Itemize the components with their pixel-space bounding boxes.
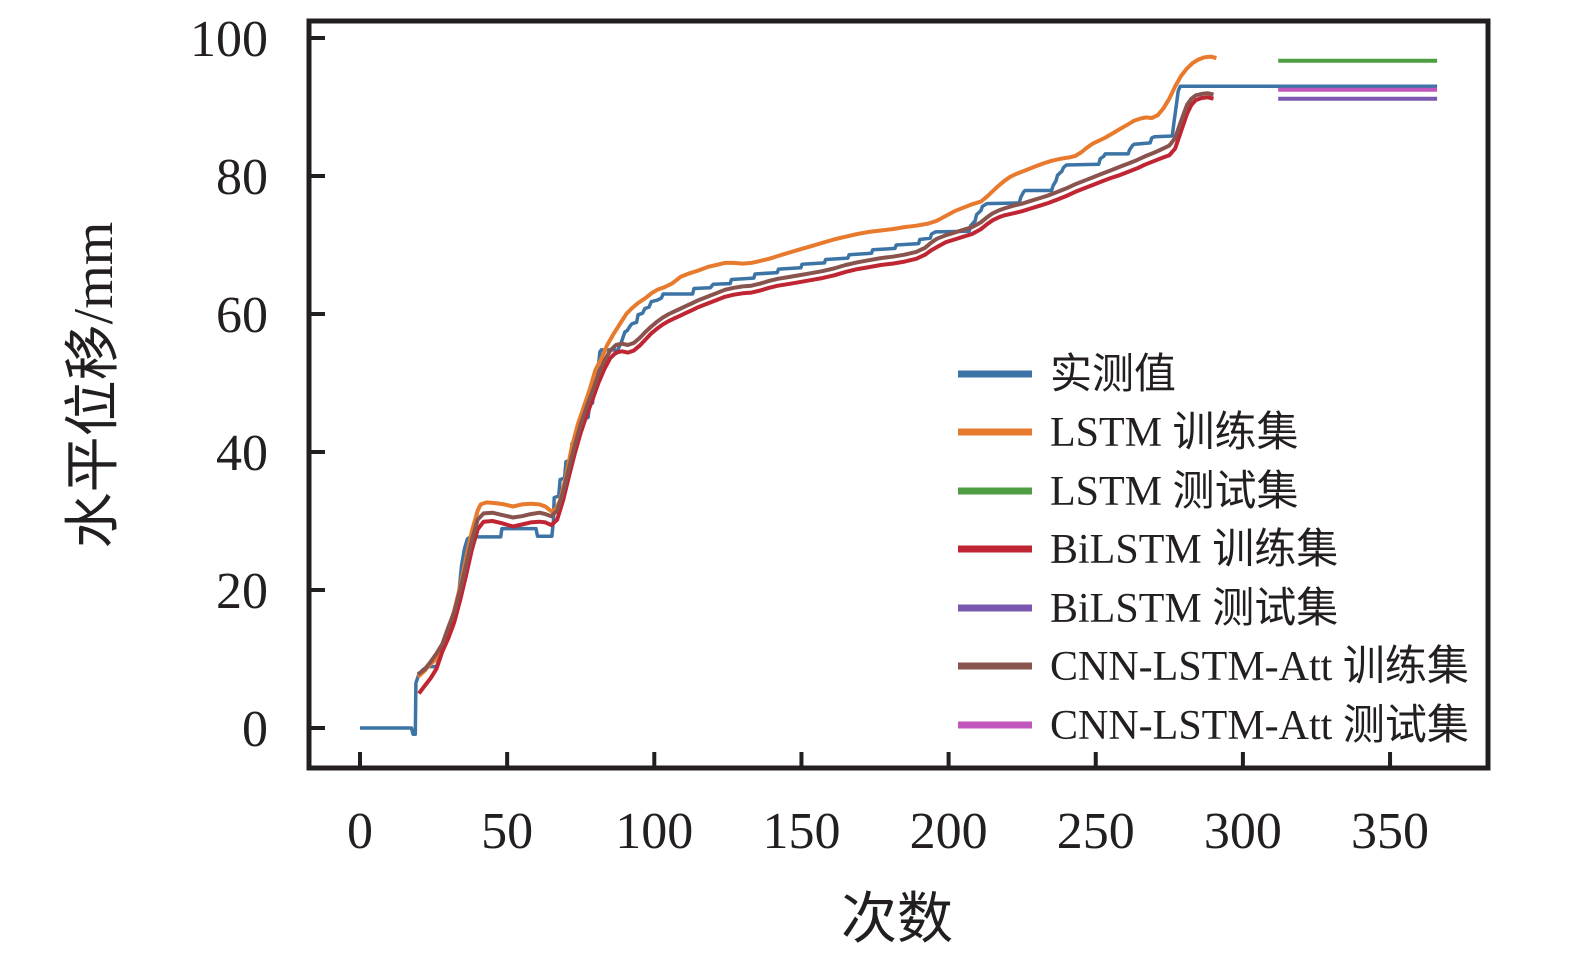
legend-item-cnn-lstm-att-train: CNN-LSTM-Att 训练集 [958, 643, 1469, 690]
series-line-cnn-lstm-att-train [416, 91, 1214, 676]
axes-frame [306, 18, 1491, 771]
legend-item-lstm-test: LSTM 测试集 [958, 469, 1299, 515]
y-tick-label-40: 40 [216, 425, 268, 482]
legend-item-measured: 实测值 [958, 351, 1176, 398]
x-tick-label-250: 250 [1057, 803, 1135, 860]
legend-item-bilstm-test: BiLSTM 测试集 [958, 586, 1338, 632]
x-tick-label-350: 350 [1351, 803, 1429, 860]
legend-label-cnn-lstm-att-test: CNN-LSTM-Att 测试集 [1050, 703, 1469, 749]
x-tick-label-200: 200 [910, 803, 988, 860]
y-tick-label-60: 60 [216, 287, 268, 344]
legend-item-lstm-train: LSTM 训练集 [958, 409, 1299, 456]
legend-label-lstm-train: LSTM 训练集 [1050, 409, 1299, 456]
x-tick-label-150: 150 [762, 803, 840, 860]
y-axis-title: 水平位移/mm [63, 222, 125, 549]
legend-item-bilstm-train: BiLSTM 训练集 [958, 526, 1338, 573]
y-tick-label-20: 20 [216, 563, 268, 620]
series-line-measured [360, 84, 1438, 736]
x-tick-label-300: 300 [1204, 803, 1282, 860]
legend-label-lstm-test: LSTM 测试集 [1050, 469, 1299, 515]
legend-label-bilstm-train: BiLSTM 训练集 [1050, 526, 1338, 573]
y-tick-label-100: 100 [190, 11, 268, 68]
series-line-bilstm-train [417, 95, 1214, 695]
legend-label-measured: 实测值 [1050, 351, 1176, 398]
y-tick-label-0: 0 [242, 701, 268, 758]
y-tick-label-80: 80 [216, 149, 268, 206]
legend-label-bilstm-test: BiLSTM 测试集 [1050, 586, 1338, 632]
legend-item-cnn-lstm-att-test: CNN-LSTM-Att 测试集 [958, 703, 1469, 749]
legend-label-cnn-lstm-att-train: CNN-LSTM-Att 训练集 [1050, 643, 1469, 690]
x-tick-label-0: 0 [347, 803, 373, 860]
x-axis-title: 次数 [841, 889, 953, 951]
series-line-lstm-train [416, 54, 1217, 679]
x-tick-label-100: 100 [615, 803, 693, 860]
x-tick-label-50: 50 [481, 803, 533, 860]
